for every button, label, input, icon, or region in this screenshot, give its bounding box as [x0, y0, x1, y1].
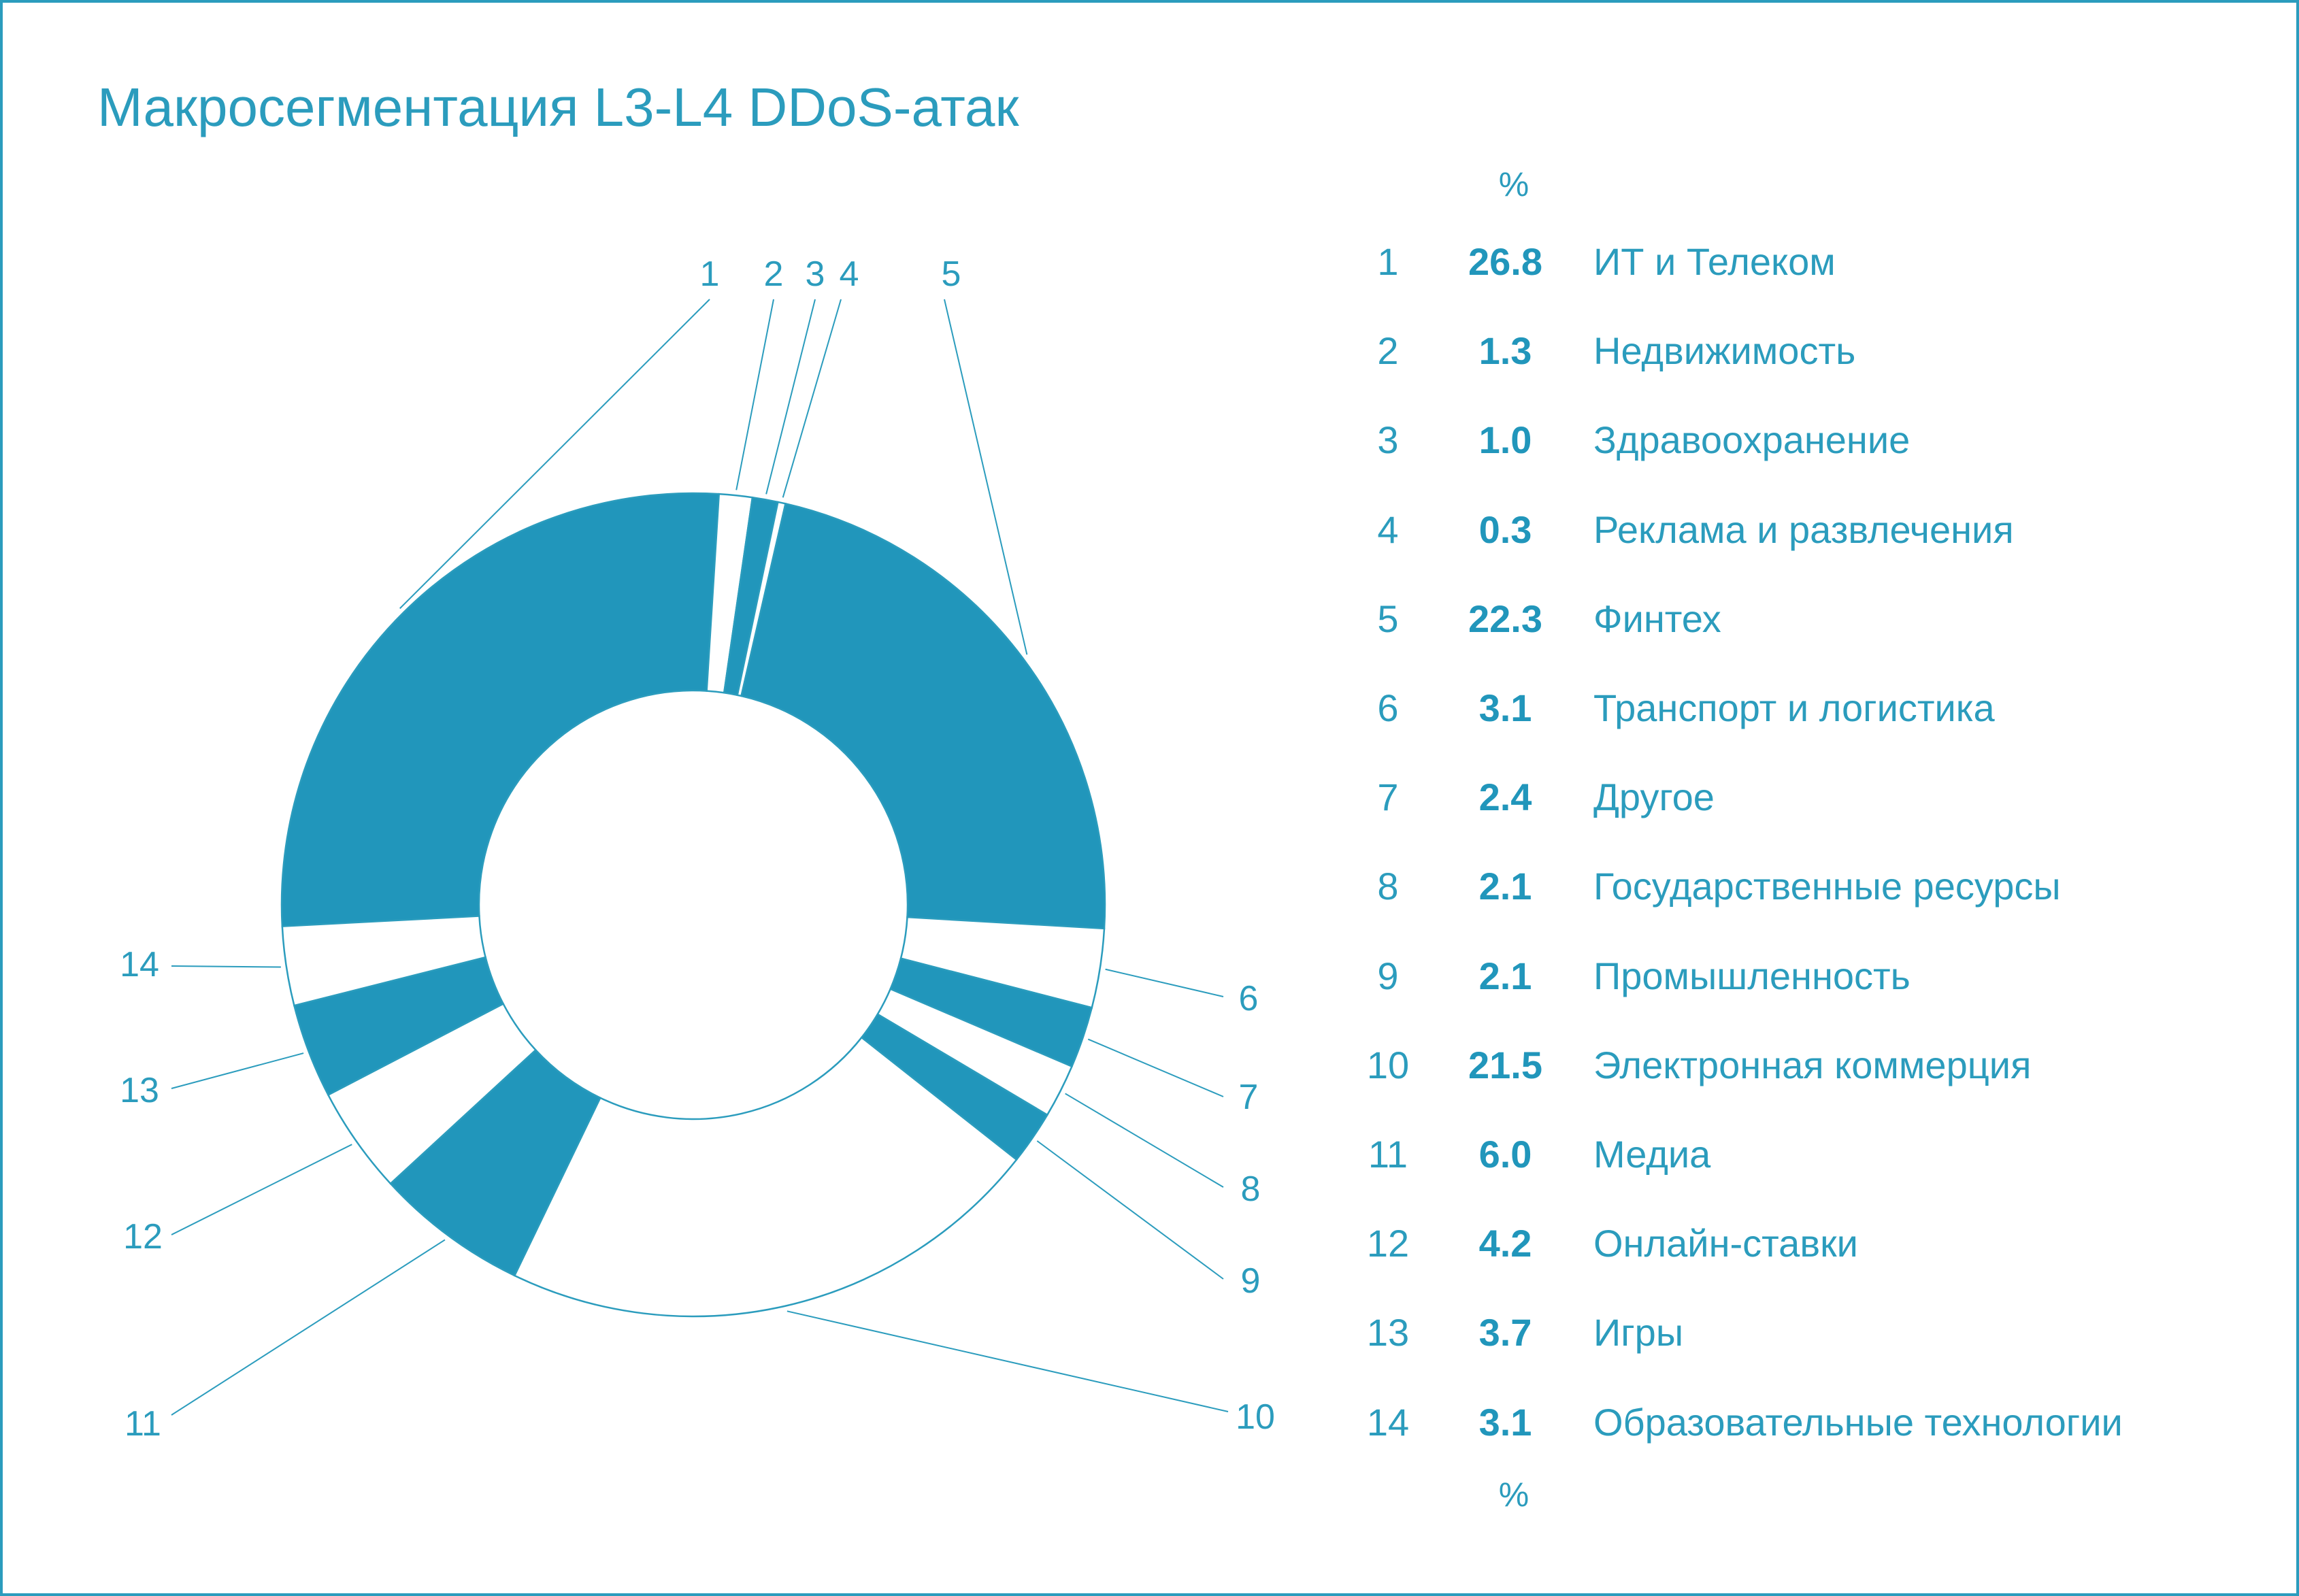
legend-value: 21.5	[1468, 1043, 1542, 1086]
slice-number-label: 10	[1236, 1397, 1275, 1437]
leader-line-7	[1087, 1038, 1224, 1097]
slice-number-label: 8	[1241, 1169, 1261, 1209]
legend-label: Игры	[1593, 1311, 1684, 1354]
legend-number: 14	[1366, 1400, 1410, 1444]
legend-label: Промышленность	[1593, 954, 1911, 997]
legend-number: 2	[1377, 329, 1399, 373]
legend-value: 1.0	[1478, 418, 1532, 462]
leader-line-6	[1105, 968, 1224, 997]
slice-number-label: 12	[123, 1217, 163, 1257]
legend-value: 3.7	[1478, 1311, 1532, 1354]
legend-number: 1	[1377, 240, 1399, 283]
legend-label: Финтех	[1593, 597, 1721, 640]
slice-number-label: 3	[806, 254, 825, 294]
chart-title: Макросегментация L3-L4 DDoS-атак	[97, 77, 1019, 137]
legend-row: 14 3.1 Образовательные технологии	[1347, 1400, 2286, 1468]
slice-number-label: 9	[1241, 1261, 1261, 1301]
donut-slice-14	[281, 915, 487, 1007]
slice-number-label: 2	[764, 254, 784, 294]
legend-number: 10	[1366, 1043, 1410, 1086]
legend-label: Медиа	[1593, 1133, 1711, 1176]
legend-row: 10 21.5 Электронная коммерция	[1347, 1043, 2286, 1111]
slice-number-label: 6	[1239, 979, 1259, 1018]
slice-number-label: 7	[1239, 1078, 1259, 1117]
leader-line-2	[735, 299, 774, 491]
leader-line-11	[171, 1239, 446, 1416]
slice-number-label: 4	[840, 254, 859, 294]
legend-number: 8	[1377, 865, 1399, 908]
legend-number: 4	[1377, 508, 1399, 551]
legend-number: 5	[1377, 597, 1399, 640]
slice-number-label: 13	[120, 1071, 159, 1110]
legend-row: 8 2.1 Государственные ресурсы	[1347, 864, 2286, 932]
legend-label: Реклама и развлечения	[1593, 508, 2014, 551]
legend-number: 13	[1366, 1311, 1410, 1354]
legend-label: Недвижимость	[1593, 329, 1856, 373]
leader-line-9	[1036, 1140, 1224, 1280]
legend-row: 7 2.4 Другое	[1347, 775, 2286, 843]
legend: 1 26.8 ИТ и Телеком 2 1.3 Недвижимость 3 1.0 Здр…	[1347, 0, 2286, 1596]
legend-number: 3	[1377, 418, 1399, 462]
legend-row: 3 1.0 Здравоохранение	[1347, 418, 2286, 486]
legend-row: 12 4.2 Онлайн-ставки	[1347, 1221, 2286, 1289]
legend-number: 6	[1377, 686, 1399, 729]
legend-row: 11 6.0 Медиа	[1347, 1132, 2286, 1200]
legend-value: 26.8	[1468, 240, 1542, 283]
leader-line-1	[399, 299, 710, 610]
percent-header-bottom: %	[1498, 1476, 1529, 1514]
legend-value: 2.1	[1478, 954, 1532, 997]
legend-label: Здравоохранение	[1593, 418, 1911, 462]
leader-line-12	[171, 1144, 352, 1235]
legend-value: 2.4	[1478, 776, 1532, 819]
legend-row: 4 0.3 Реклама и развлечения	[1347, 508, 2286, 576]
slice-number-label: 1	[700, 254, 720, 294]
leader-line-13	[171, 1052, 304, 1089]
legend-number: 9	[1377, 954, 1399, 997]
legend-label: Электронная коммерция	[1593, 1043, 2032, 1086]
legend-value: 3.1	[1478, 1400, 1532, 1444]
legend-value: 1.3	[1478, 329, 1532, 373]
legend-row: 2 1.3 Недвижимость	[1347, 329, 2286, 397]
donut-slice-10	[513, 1036, 1018, 1318]
legend-number: 12	[1366, 1222, 1410, 1265]
legend-label: ИТ и Телеком	[1593, 240, 1836, 283]
legend-label: Другое	[1593, 776, 1715, 819]
legend-value: 0.3	[1478, 508, 1532, 551]
legend-value: 6.0	[1478, 1133, 1532, 1176]
donut-slice-5	[740, 502, 1106, 930]
legend-row: 13 3.7 Игры	[1347, 1310, 2286, 1378]
legend-value: 3.1	[1478, 686, 1532, 729]
slice-number-label: 11	[125, 1404, 161, 1444]
legend-label: Онлайн-ставки	[1593, 1222, 1858, 1265]
leader-line-4	[782, 299, 842, 498]
slice-number-label: 14	[120, 945, 159, 984]
legend-value: 22.3	[1468, 597, 1542, 640]
legend-label: Образовательные технологии	[1593, 1400, 2123, 1444]
legend-value: 2.1	[1478, 865, 1532, 908]
leader-line-10	[787, 1310, 1229, 1412]
legend-value: 4.2	[1478, 1222, 1532, 1265]
legend-row: 1 26.8 ИТ и Телеком	[1347, 239, 2286, 307]
leader-line-3	[765, 299, 816, 495]
donut-slice-1	[280, 492, 721, 927]
leader-line-8	[1065, 1093, 1224, 1188]
legend-number: 7	[1377, 776, 1399, 819]
legend-row: 5 22.3 Финтех	[1347, 597, 2286, 665]
legend-row: 9 2.1 Промышленность	[1347, 954, 2286, 1022]
leader-line-5	[944, 299, 1028, 655]
legend-number: 11	[1368, 1133, 1408, 1176]
slice-number-label: 5	[942, 254, 961, 294]
percent-header-top: %	[1498, 165, 1529, 203]
legend-row: 6 3.1 Транспорт и логистика	[1347, 686, 2286, 754]
legend-label: Государственные ресурсы	[1593, 865, 2061, 908]
leader-line-14	[171, 965, 281, 968]
legend-label: Транспорт и логистика	[1593, 686, 1995, 729]
